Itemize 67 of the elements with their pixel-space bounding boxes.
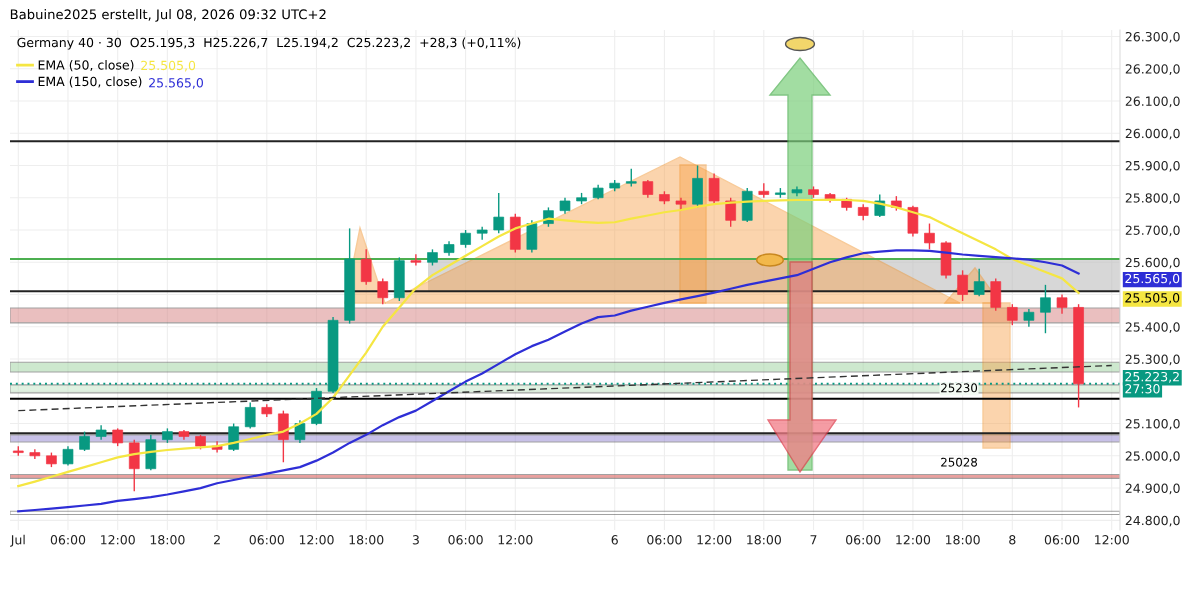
- x-tick-label: 18:00: [349, 535, 384, 545]
- annotation: 25028: [941, 457, 978, 467]
- candlestick: [294, 419, 306, 444]
- text: 25.223,2: [1125, 371, 1179, 383]
- candlestick: [244, 401, 256, 430]
- candlestick: [758, 182, 770, 199]
- x-tick-label: 12:00: [1095, 535, 1129, 545]
- candlestick: [708, 172, 720, 205]
- candlestick: [725, 197, 736, 228]
- y-tick-label: 25.600,0: [1125, 257, 1180, 269]
- x-tick-label: 06:00: [50, 535, 86, 545]
- y-tick-label: 25.800,0: [1125, 193, 1180, 204]
- y-tick-label: 26.100,0: [1125, 96, 1180, 108]
- x-tick-label: 06:00: [249, 535, 284, 545]
- legend-label: EMA (50, close): [38, 60, 134, 72]
- annotation: 25.565,0: [149, 78, 204, 89]
- text: Germany 40 · 30 O25.195,3 H25.226,7 L25.194,2 C25.223,2 +28,3 (+0,11%): [17, 37, 521, 50]
- annotation: 25.505,0: [141, 60, 196, 72]
- x-tick-label: 2: [214, 535, 220, 545]
- x-tick-label: 12:00: [697, 535, 732, 545]
- y-tick-label: 26.300,0: [1125, 31, 1180, 43]
- x-tick-label: 8: [1009, 535, 1016, 545]
- y-tick-label: 24.900,0: [1125, 483, 1180, 495]
- candlestick: [957, 269, 968, 302]
- text: 27:30: [1125, 384, 1160, 394]
- y-tick-label: 25.900,0: [1125, 160, 1180, 172]
- candlestick: [29, 448, 41, 460]
- x-tick-label: 3: [412, 535, 419, 545]
- x-tick-label: 06:00: [846, 535, 881, 545]
- x-tick-label: 12:00: [101, 535, 135, 545]
- band-label: 25230: [941, 383, 978, 393]
- y-tick-label: 24.800,0: [1125, 515, 1180, 527]
- candlestick: [228, 422, 239, 452]
- x-tick-label: 7: [810, 535, 817, 545]
- y-tick-label: 26.000,0: [1125, 128, 1180, 140]
- line-series: [17, 249, 1080, 513]
- y-tick-label: 25.100,0: [1125, 419, 1180, 430]
- candlestick: [493, 192, 505, 234]
- text: 25.505,0: [1125, 293, 1180, 304]
- x-tick-label: 12:00: [498, 535, 533, 545]
- candlestick: [377, 277, 389, 305]
- y-tick-label: 25.400,0: [1125, 322, 1180, 333]
- candlestick: [360, 248, 372, 286]
- y-tick-label: 25.000,0: [1125, 451, 1180, 463]
- x-tick-label: 06:00: [647, 535, 682, 545]
- candlestick: [973, 268, 985, 297]
- y-tick-label: 25.700,0: [1125, 225, 1180, 237]
- y-tick-label: 25.300,0: [1125, 354, 1180, 366]
- candlestick: [79, 430, 90, 452]
- x-tick-label: 6: [611, 535, 618, 545]
- y-tick-label: 26.200,0: [1125, 64, 1180, 75]
- candlestick: [924, 222, 935, 251]
- candlestick: [1040, 284, 1051, 334]
- x-tick-label: 18:00: [747, 535, 781, 545]
- candlestick: [1006, 303, 1018, 326]
- x-tick-label: 12:00: [299, 535, 334, 545]
- x-tick-label: 18:00: [150, 535, 185, 545]
- candlestick: [1056, 293, 1068, 315]
- x-tick-label: Jul: [10, 534, 25, 547]
- candlestick: [410, 253, 422, 267]
- x-tick-label: 06:00: [1044, 535, 1080, 545]
- chart-title: Babuine2025 erstellt, Jul 08, 2026 09:32 UTC+2: [10, 9, 326, 22]
- x-tick-label: 18:00: [945, 535, 980, 545]
- x-tick-label: 12:00: [896, 535, 931, 545]
- text: 25.565,0: [1125, 273, 1180, 285]
- legend-label: EMA (150, close): [38, 76, 142, 88]
- x-tick-label: 06:00: [448, 535, 483, 545]
